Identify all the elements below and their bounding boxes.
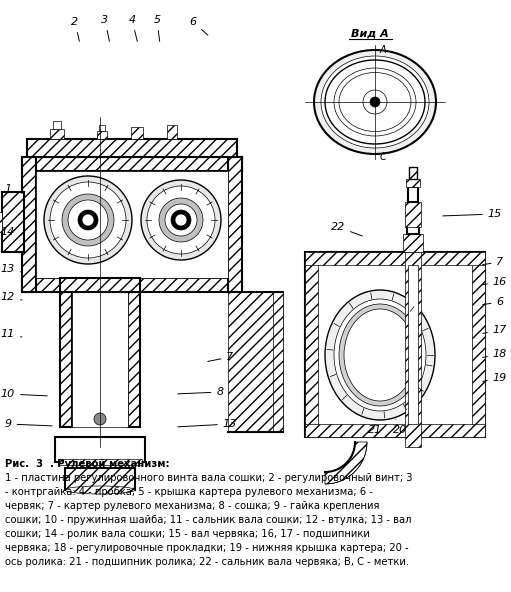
Bar: [22, 278, 242, 292]
Text: 6: 6: [483, 297, 503, 307]
Bar: [408, 265, 418, 424]
Text: 16: 16: [483, 277, 507, 287]
Text: 15: 15: [443, 209, 502, 219]
Text: Вид А: Вид А: [351, 28, 389, 38]
Bar: [128, 292, 140, 427]
Bar: [409, 167, 417, 179]
Text: 20: 20: [393, 420, 407, 435]
Circle shape: [44, 176, 132, 264]
Bar: [50, 129, 64, 139]
Text: 13: 13: [1, 264, 22, 274]
Text: 2: 2: [72, 17, 79, 41]
Ellipse shape: [325, 290, 435, 420]
Bar: [228, 292, 283, 432]
Text: 18: 18: [483, 349, 507, 359]
Bar: [36, 171, 228, 278]
Text: 4: 4: [128, 15, 137, 41]
Text: 10: 10: [1, 389, 47, 399]
Circle shape: [62, 194, 114, 246]
Text: сошки; 14 - ролик вала сошки; 15 - вал червяка; 16, 17 - подшипники: сошки; 14 - ролик вала сошки; 15 - вал ч…: [5, 529, 370, 539]
Text: 1: 1: [5, 184, 22, 194]
Bar: [305, 252, 485, 437]
Text: C: C: [380, 152, 386, 162]
Bar: [53, 121, 61, 129]
Bar: [0, 212, 2, 232]
Text: 13: 13: [178, 419, 237, 429]
Bar: [72, 292, 128, 427]
Bar: [472, 252, 485, 437]
Ellipse shape: [65, 486, 135, 494]
Text: - контргайка: 4 - пробка; 5 - крышка картера рулевого механизма; 6 -: - контргайка: 4 - пробка; 5 - крышка кар…: [5, 487, 373, 497]
Ellipse shape: [321, 56, 429, 148]
Bar: [405, 252, 421, 447]
Bar: [27, 139, 237, 157]
Text: 5: 5: [153, 15, 160, 41]
Text: 14: 14: [1, 227, 22, 237]
Ellipse shape: [339, 304, 421, 406]
Text: 11: 11: [1, 329, 22, 339]
Text: сошки; 10 - пружинная шайба; 11 - сальник вала сошки; 12 - втулка; 13 - вал: сошки; 10 - пружинная шайба; 11 - сальни…: [5, 515, 411, 525]
Bar: [131, 127, 143, 139]
Circle shape: [159, 198, 203, 242]
Text: 1 - пластина регулировочного винта вала сошки; 2 - регулировочный винт; 3: 1 - пластина регулировочного винта вала …: [5, 473, 412, 483]
Text: 9: 9: [5, 419, 52, 429]
Bar: [2, 192, 24, 252]
Ellipse shape: [314, 50, 436, 154]
Bar: [305, 424, 485, 437]
Text: A: A: [380, 45, 386, 55]
Text: 22: 22: [331, 222, 362, 236]
Bar: [167, 125, 177, 139]
Polygon shape: [325, 442, 367, 484]
Circle shape: [94, 413, 106, 425]
Circle shape: [68, 200, 108, 240]
Text: 8: 8: [178, 387, 224, 397]
Text: 3: 3: [102, 15, 109, 41]
Ellipse shape: [325, 60, 425, 144]
Bar: [405, 202, 421, 227]
Ellipse shape: [334, 299, 426, 411]
Circle shape: [82, 214, 94, 226]
Text: 21: 21: [368, 420, 382, 435]
Bar: [406, 179, 420, 187]
Text: 19: 19: [483, 373, 507, 383]
Bar: [97, 131, 107, 139]
Circle shape: [50, 182, 126, 258]
Circle shape: [165, 204, 197, 236]
Ellipse shape: [344, 309, 416, 401]
Text: Рис.  3  . Рулевой механизм:: Рис. 3 . Рулевой механизм:: [5, 459, 170, 469]
Bar: [60, 292, 72, 427]
Ellipse shape: [339, 72, 411, 131]
Bar: [407, 214, 419, 234]
Bar: [305, 252, 485, 265]
Ellipse shape: [334, 68, 416, 136]
Text: червяка; 18 - регулировочные прокладки; 19 - нижняя крышка картера; 20 -: червяка; 18 - регулировочные прокладки; …: [5, 543, 409, 553]
Text: ось ролика: 21 - подшипник ролика; 22 - сальник вала червяка; В, С - метки.: ось ролика: 21 - подшипник ролика; 22 - …: [5, 557, 409, 567]
Bar: [403, 234, 423, 252]
Bar: [60, 278, 140, 292]
Circle shape: [141, 180, 221, 260]
Text: 7: 7: [483, 257, 503, 267]
Text: 7: 7: [207, 352, 234, 362]
Bar: [99, 125, 105, 131]
Circle shape: [171, 210, 191, 230]
Text: 17: 17: [483, 325, 507, 335]
Bar: [58, 459, 142, 465]
Bar: [273, 292, 283, 432]
Bar: [22, 157, 242, 171]
Bar: [305, 252, 318, 437]
Bar: [65, 468, 135, 490]
Circle shape: [370, 97, 380, 107]
Bar: [55, 437, 145, 462]
Text: червяк; 7 - картер рулевого механизма; 8 - сошка; 9 - гайка крепления: червяк; 7 - картер рулевого механизма; 8…: [5, 501, 380, 511]
Circle shape: [363, 90, 387, 114]
Circle shape: [175, 214, 187, 226]
Circle shape: [147, 186, 215, 254]
Circle shape: [78, 210, 98, 230]
Text: 6: 6: [190, 17, 208, 35]
Bar: [22, 157, 36, 292]
Text: 12: 12: [1, 292, 22, 302]
Bar: [408, 187, 418, 202]
Bar: [228, 157, 242, 292]
